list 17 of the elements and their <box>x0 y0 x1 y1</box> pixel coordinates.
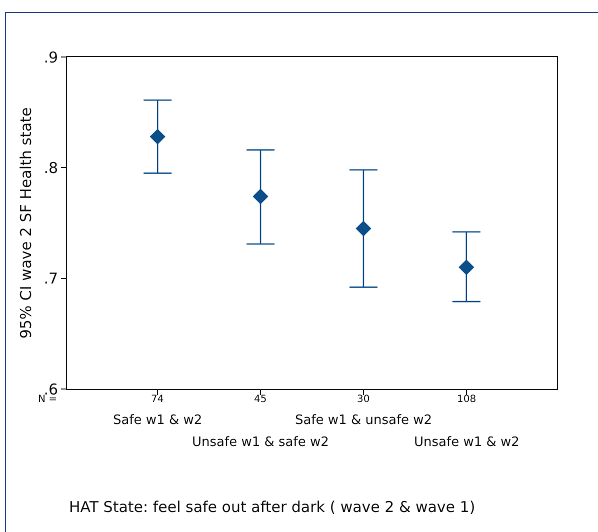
y-tick-label: .8 <box>44 158 58 177</box>
x-axis-title: HAT State: feel safe out after dark ( wave 2 & wave 1) <box>69 498 476 516</box>
text: 30 <box>357 394 370 405</box>
x-tick-label: Unsafe w1 & w2 <box>414 435 520 450</box>
point <box>356 220 372 236</box>
x-tick-label: Safe w1 & unsafe w2 <box>295 413 432 428</box>
text: 45 <box>254 394 267 405</box>
x-tick-label: Safe w1 & w2 <box>113 413 202 428</box>
text: 108 <box>457 394 476 405</box>
x-tick-label: Unsafe w1 & safe w2 <box>192 435 329 450</box>
point <box>458 259 474 276</box>
point <box>252 188 268 204</box>
text: 74 <box>151 394 164 405</box>
y-axis-title: 95% CI wave 2 SF Health state <box>16 107 35 339</box>
y-tick-label: .7 <box>44 270 58 288</box>
y-tick-label: .9 <box>44 48 58 66</box>
point <box>150 128 166 144</box>
